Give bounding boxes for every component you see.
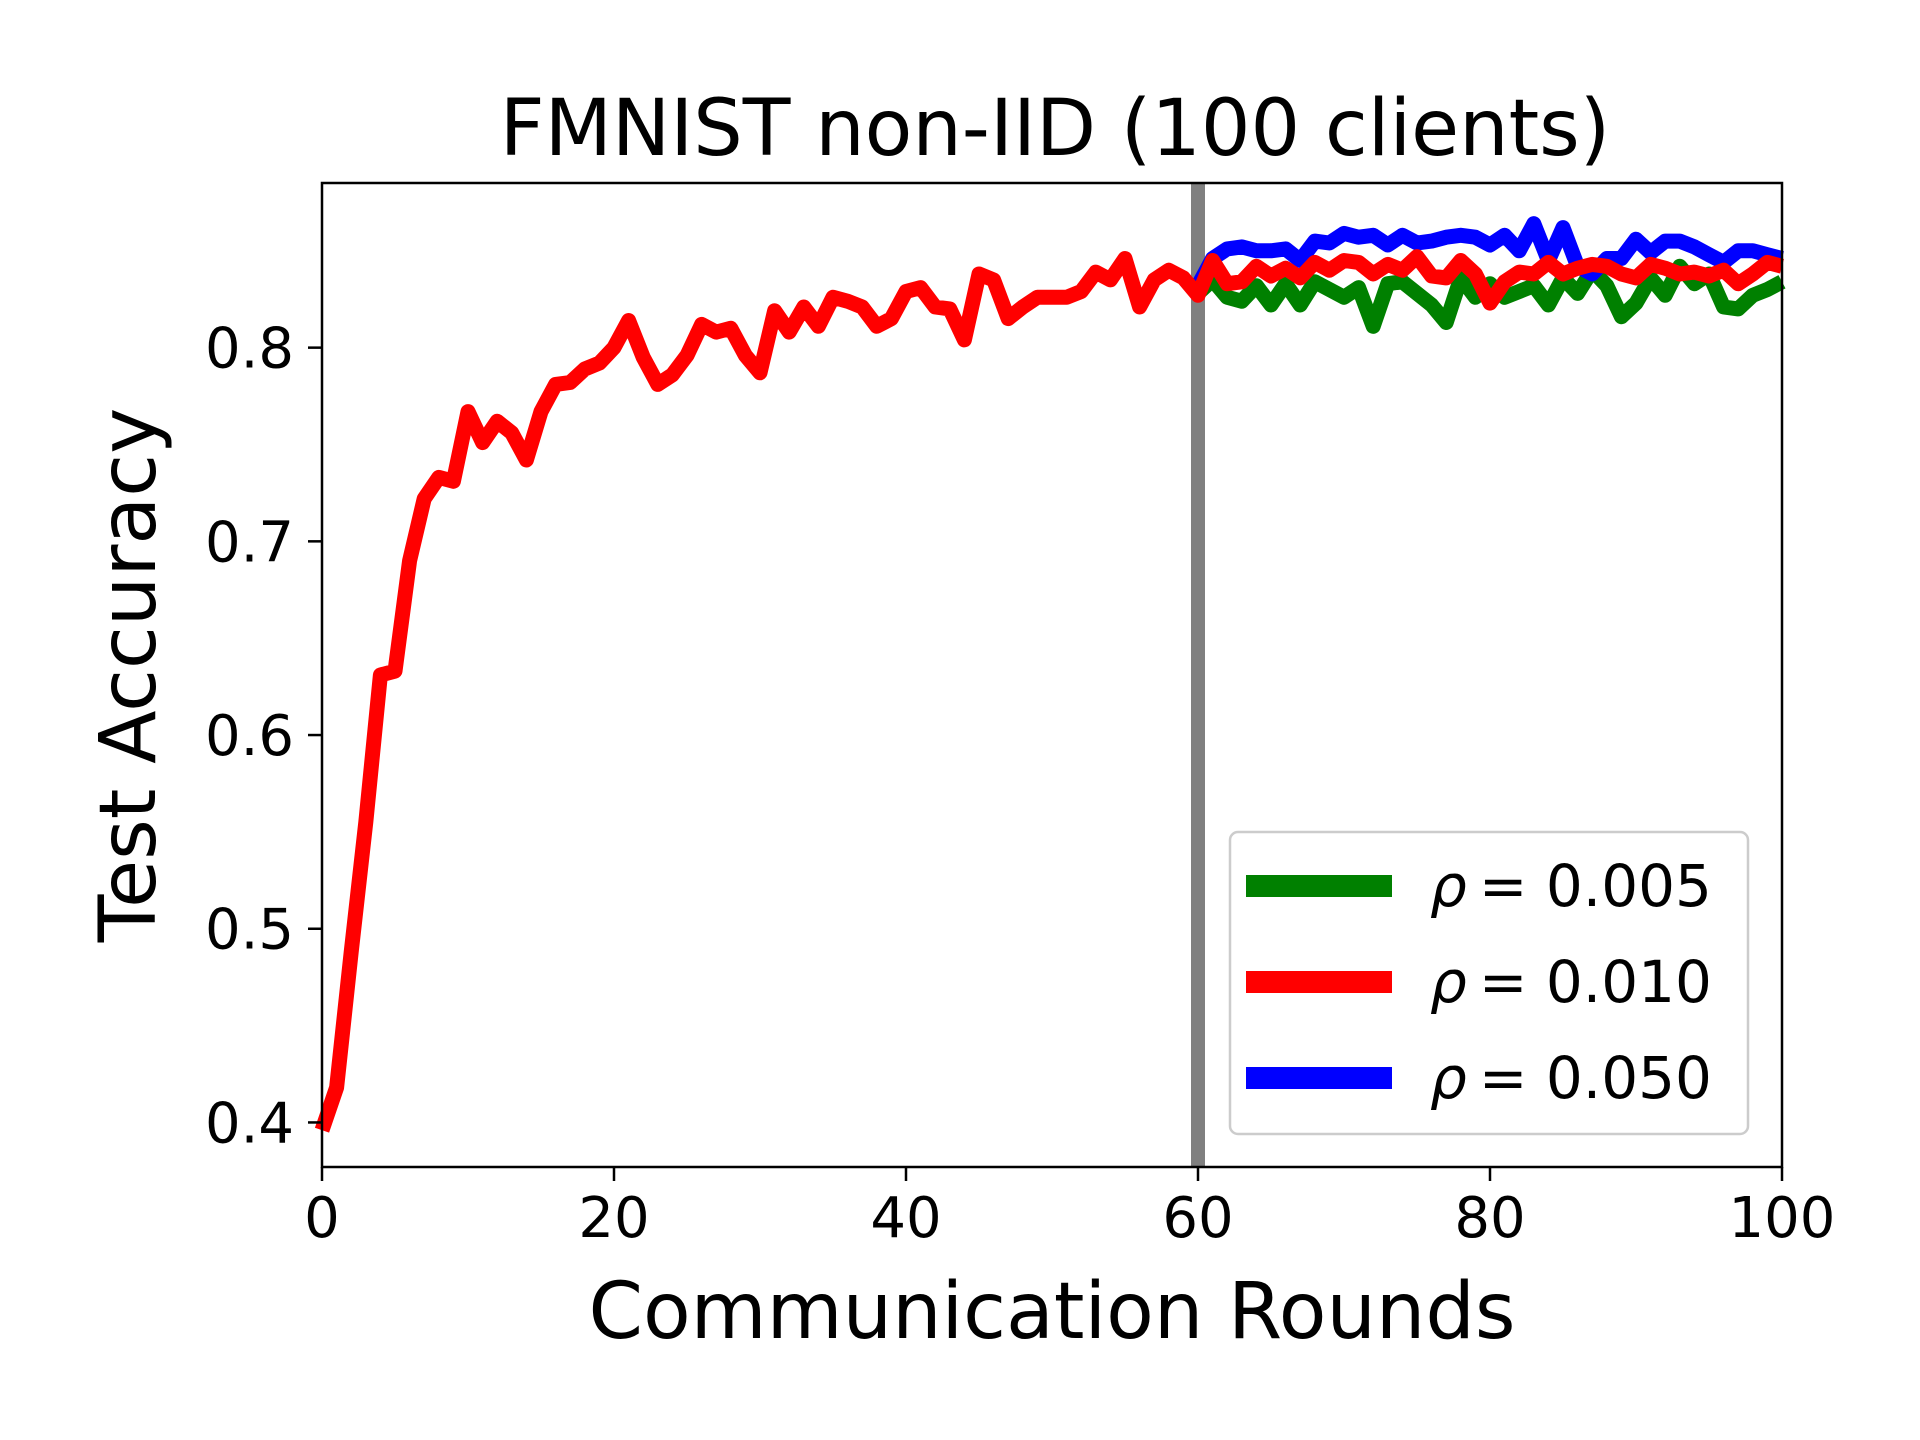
legend-label: ρ = 0.010 bbox=[1430, 948, 1712, 1016]
y-tick-label: 0.7 bbox=[205, 510, 294, 575]
series-line bbox=[314, 249, 1784, 1133]
legend-label-variable: ρ bbox=[1430, 948, 1467, 1016]
x-tick-label: 20 bbox=[578, 1186, 649, 1251]
x-axis-title: Communication Rounds bbox=[588, 1267, 1515, 1357]
legend-label-variable: ρ bbox=[1430, 1044, 1467, 1112]
legend-frame bbox=[1228, 830, 1750, 1136]
y-axis-title: Test Accuracy bbox=[84, 408, 174, 944]
y-tick-label: 0.4 bbox=[205, 1091, 294, 1156]
plot-area bbox=[314, 181, 1786, 1169]
legend-label-variable: ρ bbox=[1430, 852, 1467, 920]
x-axis: 0 20 40 60 80 100 bbox=[304, 1167, 1835, 1251]
y-tick-label: 0.6 bbox=[205, 704, 294, 769]
y-tick-label: 0.5 bbox=[205, 898, 294, 963]
legend-label-value: = 0.010 bbox=[1479, 948, 1712, 1016]
x-tick-label: 40 bbox=[870, 1186, 941, 1251]
series-line bbox=[1191, 216, 1784, 290]
legend-label-value: = 0.050 bbox=[1479, 1044, 1712, 1112]
y-axis: 0.4 0.5 0.6 0.7 0.8 bbox=[205, 317, 322, 1156]
x-tick-label: 100 bbox=[1729, 1186, 1836, 1251]
series-layer bbox=[314, 216, 1786, 1133]
y-tick-label: 0.8 bbox=[205, 317, 294, 382]
x-tick-label: 0 bbox=[304, 1186, 340, 1251]
chart-title: FMNIST non-IID (100 clients) bbox=[500, 84, 1610, 174]
plot-border bbox=[320, 181, 1784, 1169]
legend-label: ρ = 0.005 bbox=[1430, 852, 1712, 920]
legend-label: ρ = 0.050 bbox=[1430, 1044, 1712, 1112]
x-tick-label: 80 bbox=[1454, 1186, 1525, 1251]
x-tick-label: 60 bbox=[1162, 1186, 1233, 1251]
legend-label-value: = 0.005 bbox=[1479, 852, 1712, 920]
